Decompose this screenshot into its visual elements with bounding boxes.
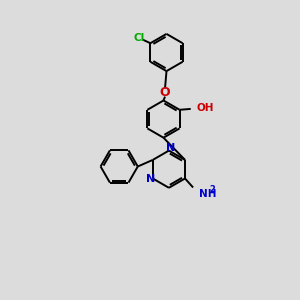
- Text: O: O: [160, 86, 170, 99]
- Text: Cl: Cl: [134, 33, 145, 43]
- Text: N: N: [146, 174, 155, 184]
- Text: OH: OH: [196, 103, 214, 113]
- Text: 2: 2: [209, 185, 215, 194]
- Text: NH: NH: [199, 189, 217, 200]
- Text: N: N: [166, 143, 175, 153]
